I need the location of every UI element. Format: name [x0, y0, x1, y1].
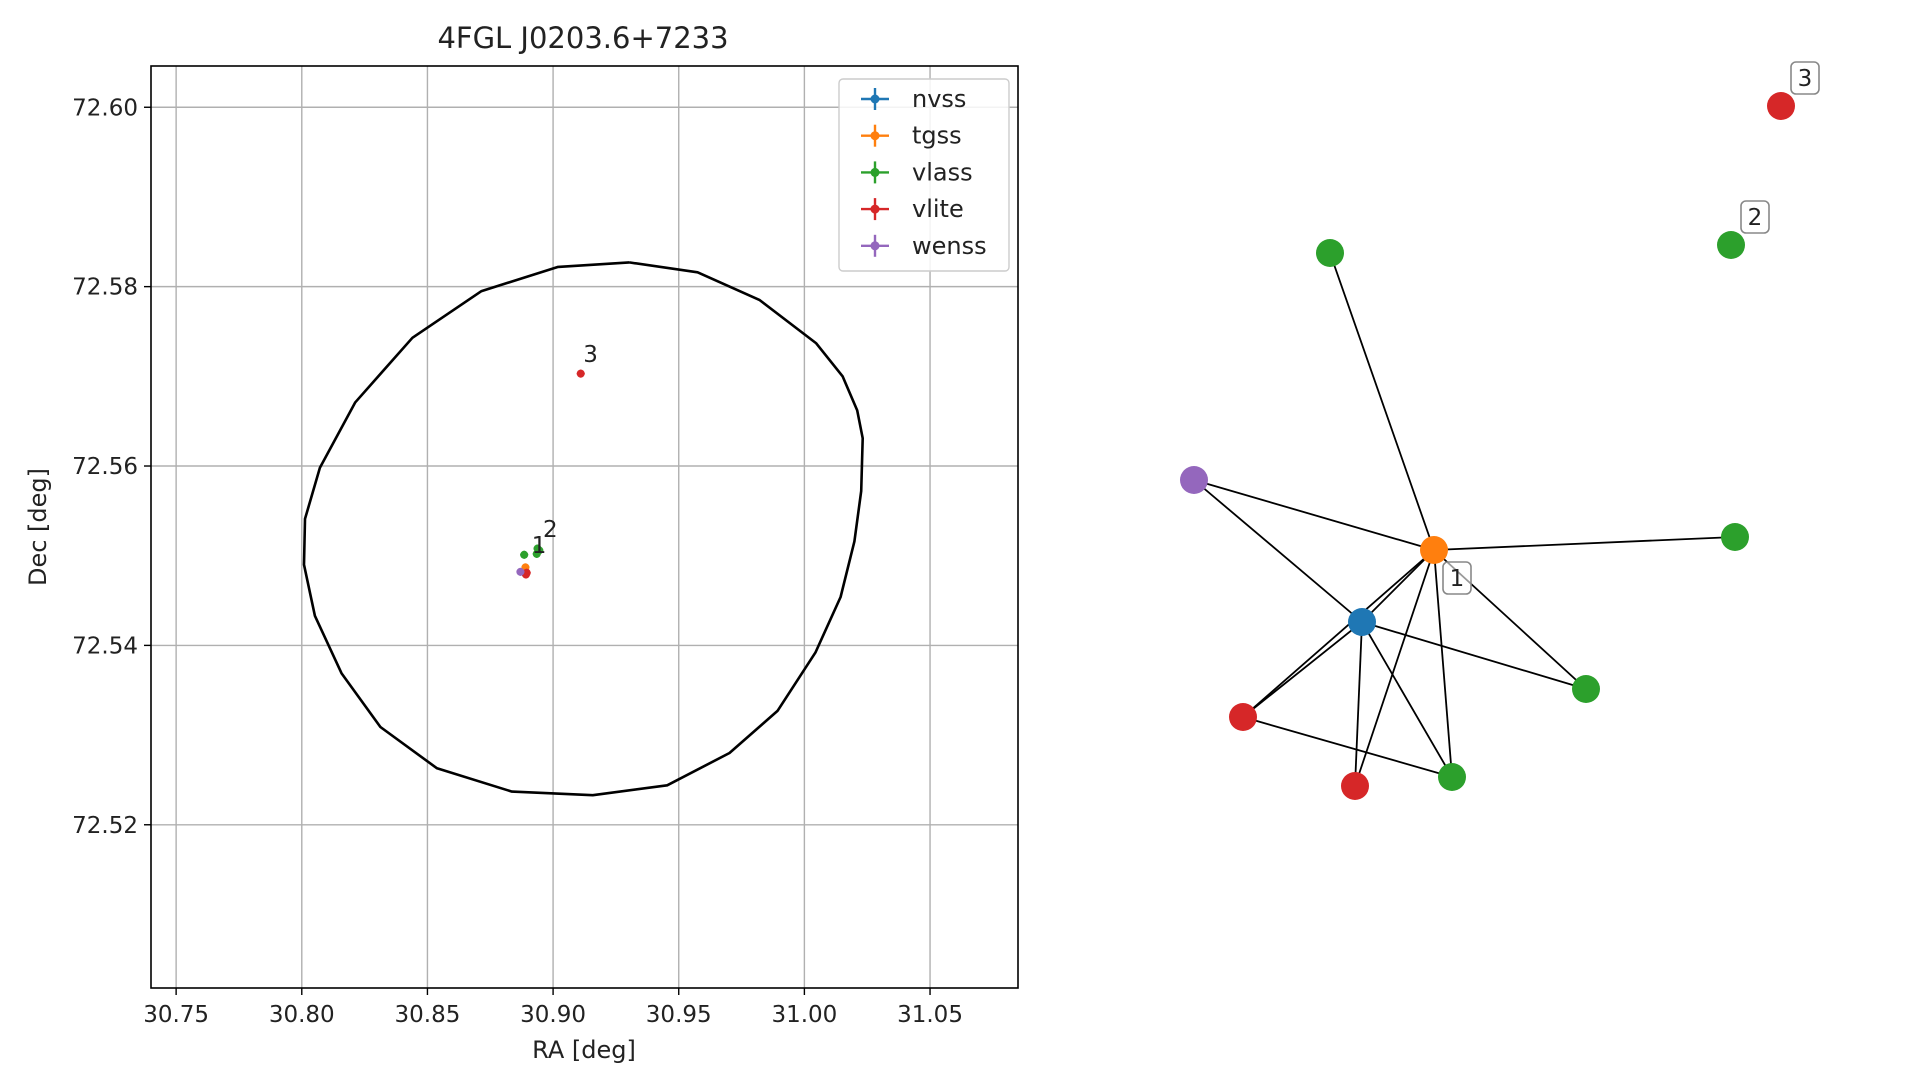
network-node-vlite [1767, 92, 1795, 120]
legend-label: nvss [912, 85, 966, 113]
y-tick-label: 72.58 [72, 275, 138, 301]
plot-frame [150, 65, 1019, 989]
node-label-box [1442, 561, 1472, 595]
network-node-vlite [1229, 703, 1257, 731]
network-node-nvss [1348, 608, 1376, 636]
legend-entry-wenss: wenss [861, 232, 987, 260]
network-edge [1361, 621, 1453, 778]
x-axis-ticks: 30.75 30.80 30.85 30.90 30.95 31.00 31.05 [143, 988, 963, 1028]
legend-marker [870, 167, 880, 177]
y-axis-ticks: 72.52 72.54 72.56 72.58 72.60 [72, 95, 151, 839]
network-node-vlass [1721, 523, 1749, 551]
marker [516, 567, 525, 576]
y-axis-label: Dec [deg] [24, 468, 52, 586]
x-tick-label: 30.90 [520, 1002, 586, 1028]
node-label-text: 2 [1748, 205, 1763, 231]
legend-marker [870, 94, 880, 104]
legend-box [838, 78, 1010, 272]
x-tick-label: 31.05 [897, 1002, 963, 1028]
network-edge [1361, 549, 1435, 623]
legend-entry-vlass: vlass [861, 158, 973, 186]
network-edge [1433, 536, 1736, 551]
network-edge [1193, 479, 1435, 551]
legend-entry-nvss: nvss [861, 85, 966, 113]
y-tick-label: 72.54 [72, 633, 138, 659]
sky-scatter-chart: 4FGL J0203.6+7233 123 30.75 30.80 30.85 30.… [24, 21, 1019, 1064]
y-tick-label: 72.56 [72, 454, 138, 480]
network-edge [1242, 549, 1435, 718]
network-edge [1242, 716, 1453, 778]
point-annotation: 2 [543, 517, 558, 543]
network-graph: 1 2 3 [1180, 61, 1820, 800]
data-point-vlass [532, 549, 541, 558]
x-tick-label: 30.95 [646, 1002, 712, 1028]
network-edge [1354, 621, 1363, 787]
marker [522, 568, 531, 577]
network-node-label: 3 [1790, 61, 1820, 95]
legend-label: tgss [912, 122, 962, 150]
data-point-wenss [516, 567, 525, 576]
node-label-box [1740, 200, 1770, 234]
point-annotation: 3 [583, 342, 598, 368]
marker [520, 550, 529, 559]
network-node-wenss [1180, 466, 1208, 494]
x-tick-label: 30.85 [395, 1002, 461, 1028]
legend: nvss tgss vlass vlite wenss [838, 78, 1010, 272]
grid [151, 66, 1018, 988]
node-label-text: 3 [1798, 66, 1813, 92]
network-node-vlass [1438, 763, 1466, 791]
data-point-vlass [520, 550, 529, 559]
network-node-vlass [1717, 231, 1745, 259]
point-annotation: 1 [532, 533, 547, 559]
network-nodes [1180, 92, 1795, 800]
network-edge [1242, 621, 1363, 718]
network-edge [1433, 549, 1453, 778]
legend-label: vlite [912, 195, 964, 223]
network-node-labels: 1 2 3 [1442, 61, 1820, 595]
legend-label: vlass [912, 158, 973, 186]
network-edge [1193, 479, 1363, 623]
network-node-tgss [1420, 536, 1448, 564]
network-edges [1193, 252, 1736, 787]
legend-label: wenss [912, 232, 987, 260]
legend-marker [870, 204, 880, 214]
legend-entry-tgss: tgss [861, 122, 962, 150]
network-edge [1329, 252, 1435, 551]
y-tick-label: 72.52 [72, 813, 138, 839]
network-node-vlite [1341, 772, 1369, 800]
x-tick-label: 31.00 [771, 1002, 837, 1028]
legend-entry-vlite: vlite [861, 195, 964, 223]
marker [532, 549, 541, 558]
node-label-box [1790, 61, 1820, 95]
data-points [516, 369, 585, 579]
circle-layer [302, 261, 865, 797]
marker [576, 369, 585, 378]
network-node-label: 2 [1740, 200, 1770, 234]
node-label-text: 1 [1450, 566, 1465, 592]
network-edge [1354, 549, 1435, 787]
legend-marker [870, 131, 880, 141]
network-edge [1361, 621, 1587, 690]
x-axis-label: RA [deg] [532, 1036, 636, 1064]
data-point-vlite [576, 369, 585, 378]
network-node-vlass [1316, 239, 1344, 267]
x-tick-label: 30.75 [143, 1002, 209, 1028]
point-annotations: 12 3 [532, 342, 598, 559]
network-node-label: 1 [1442, 561, 1472, 595]
x-tick-label: 30.80 [269, 1002, 335, 1028]
y-tick-label: 72.60 [72, 95, 138, 121]
legend-marker [870, 241, 880, 251]
chart-title: 4FGL J0203.6+7233 [437, 21, 728, 55]
network-node-vlass [1572, 675, 1600, 703]
error-circle [302, 261, 865, 797]
